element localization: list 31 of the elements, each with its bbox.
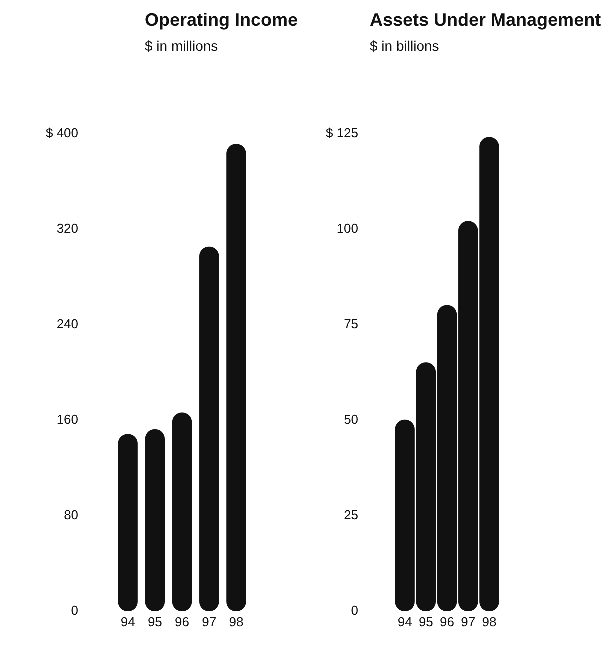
bar xyxy=(172,412,192,612)
y-tick-label: 240 xyxy=(56,316,79,332)
x-tick-label: 98 xyxy=(229,614,244,630)
bar xyxy=(226,144,246,612)
y-tick-label: 75 xyxy=(344,316,359,332)
y-tick-label: 25 xyxy=(344,507,359,522)
x-tick-label: 97 xyxy=(461,614,476,630)
bar xyxy=(200,246,220,612)
chart-subtitle: $ in billions xyxy=(370,38,440,54)
y-tick-label: 160 xyxy=(56,412,79,427)
y-tick-label: 0 xyxy=(71,602,79,618)
x-tick-label: 96 xyxy=(175,614,190,630)
x-tick-label: 94 xyxy=(398,614,412,630)
y-tick-label: 50 xyxy=(344,412,359,427)
chart-title: Operating Income xyxy=(145,10,298,31)
chart-subtitle: $ in millions xyxy=(145,38,218,54)
x-tick-label: 97 xyxy=(202,614,217,630)
y-tick-label: $ 125 xyxy=(326,125,359,140)
x-tick-label: 94 xyxy=(120,614,136,630)
x-tick-label: 96 xyxy=(440,614,454,630)
bar xyxy=(118,434,138,612)
x-tick-label: 95 xyxy=(148,614,162,630)
x-tick-label: 95 xyxy=(418,614,434,630)
chart-title: Assets Under Management xyxy=(370,10,602,31)
bar xyxy=(145,429,165,612)
y-tick-label: 320 xyxy=(56,220,79,236)
x-tick-label: 98 xyxy=(482,614,497,630)
y-tick-label: $ 400 xyxy=(46,125,79,140)
y-tick-label: 100 xyxy=(336,220,359,236)
y-tick-label: 0 xyxy=(351,602,359,618)
y-tick-label: 80 xyxy=(64,507,79,522)
